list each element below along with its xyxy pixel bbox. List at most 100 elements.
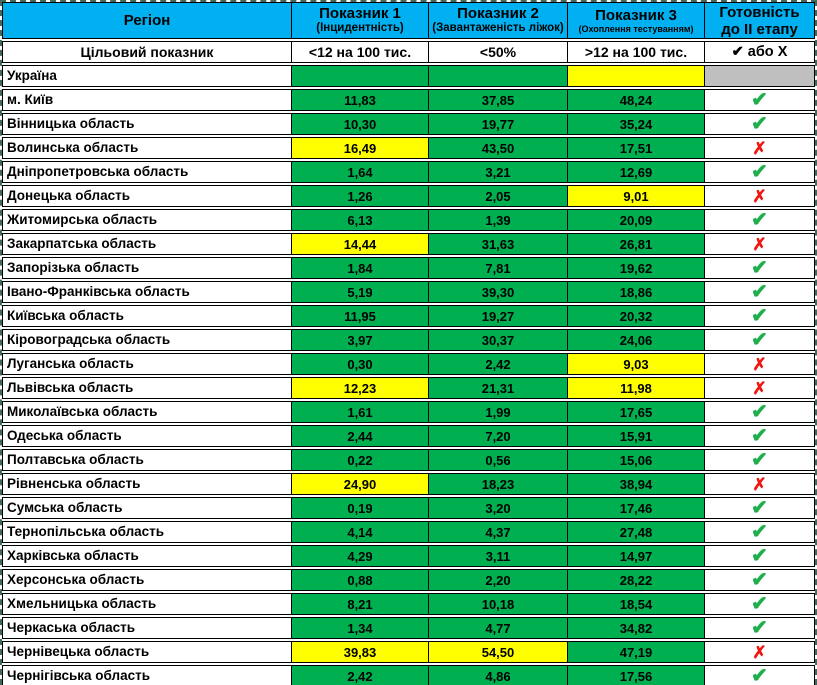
- check-icon: ✔: [751, 400, 768, 423]
- region-cell: Дніпропетровська область: [3, 162, 292, 182]
- indicator3-cell: 17,46: [568, 498, 705, 518]
- indicator2-cell: 19,27: [429, 306, 568, 326]
- region-cell: Черкаська область: [3, 618, 292, 638]
- header-readiness: Готовність до ІІ етапу: [705, 3, 814, 38]
- header-indicator3: Показник 3 (Охоплення тестуванням): [568, 3, 705, 38]
- indicator2-cell: 10,18: [429, 594, 568, 614]
- indicator3-cell: 20,32: [568, 306, 705, 326]
- check-icon: ✔: [751, 208, 768, 231]
- check-icon: ✔: [751, 568, 768, 591]
- check-icon: ✔: [751, 280, 768, 303]
- indicator3-cell: 15,06: [568, 450, 705, 470]
- region-cell: Чернівецька область: [3, 642, 292, 662]
- table-row: Донецька область 1,26 2,05 9,01 ✗: [2, 185, 815, 207]
- table-row: Чернівецька область 39,83 54,50 47,19 ✗: [2, 641, 815, 663]
- header-row: Регіон Показник 1 (Інцидентність) Показн…: [2, 2, 815, 39]
- header-indicator1: Показник 1 (Інцидентність): [292, 3, 429, 38]
- indicator1-cell: 2,44: [292, 426, 429, 446]
- header-region: Регіон: [3, 3, 292, 38]
- indicator1-cell: 6,13: [292, 210, 429, 230]
- table-row: Тернопільська область 4,14 4,37 27,48 ✔: [2, 521, 815, 543]
- region-cell: Полтавська область: [3, 450, 292, 470]
- check-icon: ✔: [751, 496, 768, 519]
- readiness-cell: ✔: [705, 570, 814, 590]
- indicator2-cell: 2,20: [429, 570, 568, 590]
- indicator1-cell: 1,34: [292, 618, 429, 638]
- table-row: Волинська область 16,49 43,50 17,51 ✗: [2, 137, 815, 159]
- readiness-cell: ✔: [705, 330, 814, 350]
- check-icon: ✔: [751, 256, 768, 279]
- table-row: Харківська область 4,29 3,11 14,97 ✔: [2, 545, 815, 567]
- indicator3-cell: 18,54: [568, 594, 705, 614]
- readiness-cell: ✗: [705, 354, 814, 374]
- target-indicator1-cell: <12 на 100 тис.: [292, 42, 429, 62]
- check-icon: ✔: [751, 448, 768, 471]
- check-icon: ✔: [751, 304, 768, 327]
- check-icon: ✔: [751, 520, 768, 543]
- region-cell: Закарпатська область: [3, 234, 292, 254]
- check-icon: ✔: [751, 112, 768, 135]
- indicator1-cell: 8,21: [292, 594, 429, 614]
- indicator3-cell: 9,03: [568, 354, 705, 374]
- indicator1-cell: 3,97: [292, 330, 429, 350]
- readiness-cell: ✔: [705, 426, 814, 446]
- region-cell: Запорізька область: [3, 258, 292, 278]
- indicator3-cell: 27,48: [568, 522, 705, 542]
- x-icon: ✗: [752, 642, 767, 662]
- header-readiness-line2: до ІІ етапу: [721, 20, 798, 38]
- readiness-cell: ✔: [705, 282, 814, 302]
- indicator1-cell: 1,64: [292, 162, 429, 182]
- region-cell: Україна: [3, 66, 292, 86]
- indicator3-cell: 28,22: [568, 570, 705, 590]
- indicator3-cell: 18,86: [568, 282, 705, 302]
- table-row: Україна: [2, 65, 815, 87]
- readiness-cell: ✗: [705, 378, 814, 398]
- region-cell: м. Київ: [3, 90, 292, 110]
- indicator2-cell: 3,11: [429, 546, 568, 566]
- indicator2-cell: 2,05: [429, 186, 568, 206]
- table-row: Вінницька область 10,30 19,77 35,24 ✔: [2, 113, 815, 135]
- x-icon: ✗: [752, 378, 767, 398]
- target-row: Цільовий показник <12 на 100 тис. <50% >…: [2, 41, 815, 63]
- indicator1-cell: 14,44: [292, 234, 429, 254]
- indicator3-cell: 12,69: [568, 162, 705, 182]
- indicator3-cell: 26,81: [568, 234, 705, 254]
- indicator2-cell: 21,31: [429, 378, 568, 398]
- check-icon: ✔: [751, 544, 768, 567]
- region-cell: Івано-Франківська область: [3, 282, 292, 302]
- table-row: Київська область 11,95 19,27 20,32 ✔: [2, 305, 815, 327]
- region-cell: Донецька область: [3, 186, 292, 206]
- check-icon: ✔: [751, 160, 768, 183]
- table-body: Україна м. Київ 11,83 37,85 48,24 ✔ Вінн…: [2, 65, 815, 685]
- indicator1-cell: 1,84: [292, 258, 429, 278]
- table-row: Кіровоградська область 3,97 30,37 24,06 …: [2, 329, 815, 351]
- table-row: Дніпропетровська область 1,64 3,21 12,69…: [2, 161, 815, 183]
- readiness-cell: ✔: [705, 618, 814, 638]
- x-icon: ✗: [752, 234, 767, 254]
- readiness-cell: ✗: [705, 642, 814, 662]
- readiness-cell: ✔: [705, 666, 814, 685]
- region-cell: Житомирська область: [3, 210, 292, 230]
- indicator1-cell: 2,42: [292, 666, 429, 685]
- region-cell: Хмельницька область: [3, 594, 292, 614]
- check-or-x-legend: ✔ або Х: [731, 43, 788, 60]
- readiness-cell: ✔: [705, 114, 814, 134]
- header-indicator3-title: Показник 3: [595, 6, 677, 24]
- indicator1-cell: 5,19: [292, 282, 429, 302]
- indicator1-cell: [292, 66, 429, 86]
- indicator2-cell: 0,56: [429, 450, 568, 470]
- table-row: м. Київ 11,83 37,85 48,24 ✔: [2, 89, 815, 111]
- indicator1-cell: 10,30: [292, 114, 429, 134]
- table-row: Рівненська область 24,90 18,23 38,94 ✗: [2, 473, 815, 495]
- indicator1-cell: 0,22: [292, 450, 429, 470]
- indicator1-cell: 11,83: [292, 90, 429, 110]
- readiness-cell: ✔: [705, 162, 814, 182]
- table-row: Херсонська область 0,88 2,20 28,22 ✔: [2, 569, 815, 591]
- region-cell: Вінницька область: [3, 114, 292, 134]
- table-row: Луганська область 0,30 2,42 9,03 ✗: [2, 353, 815, 375]
- check-icon: ✔: [751, 328, 768, 351]
- indicator3-cell: 9,01: [568, 186, 705, 206]
- region-cell: Київська область: [3, 306, 292, 326]
- table-row: Івано-Франківська область 5,19 39,30 18,…: [2, 281, 815, 303]
- indicator2-cell: [429, 66, 568, 86]
